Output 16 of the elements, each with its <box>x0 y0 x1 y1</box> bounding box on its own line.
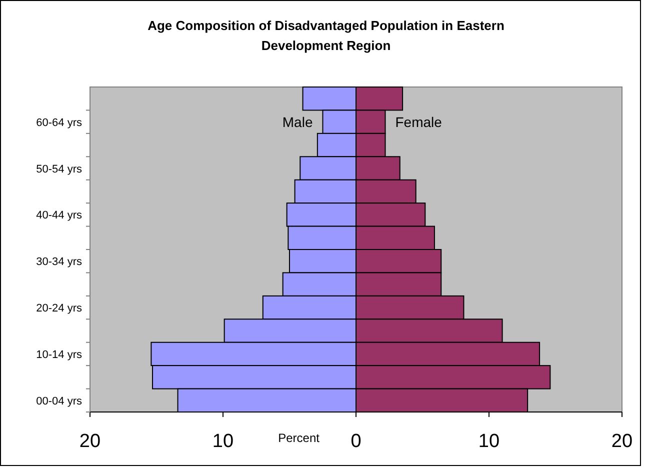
x-tick-label: 0 <box>350 431 362 452</box>
x-tick-label: 10 <box>212 431 234 452</box>
y-tick-label: 30-34 yrs <box>36 256 82 268</box>
x-axis-title: Percent <box>278 431 320 445</box>
y-tick-label: 20-24 yrs <box>36 302 82 315</box>
y-tick-label: 50-54 yrs <box>36 163 82 176</box>
series-label: Male <box>282 114 313 130</box>
y-tick-label: 10-14 yrs <box>36 348 82 361</box>
series-label: Female <box>395 114 442 130</box>
y-tick-label: 00-04 yrs <box>36 395 82 408</box>
y-tick-label: 60-64 yrs <box>36 116 82 129</box>
x-tick-label: 20 <box>79 431 101 452</box>
y-tick-label: 40-44 yrs <box>36 210 82 222</box>
x-tick-label: 10 <box>478 431 500 452</box>
x-tick-label: 20 <box>611 431 633 452</box>
chart-title: Age Composition of Disadvantaged Population in Eastern Development Region <box>148 18 504 53</box>
